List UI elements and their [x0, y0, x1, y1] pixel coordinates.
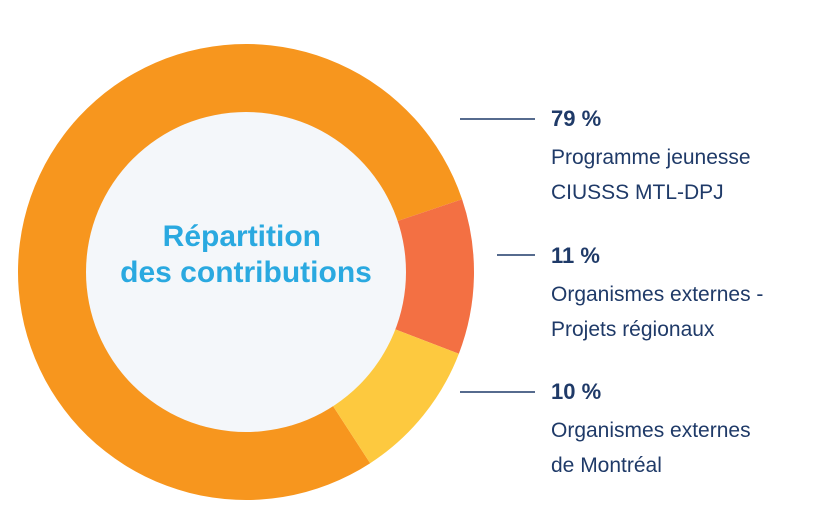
- donut-center: [86, 112, 406, 432]
- legend-label-programme-jeunesse-line-2: CIUSSS MTL-DPJ: [551, 181, 724, 204]
- legend-label-projets-regionaux-line-1: Organismes externes -: [551, 283, 763, 306]
- legend-label-programme-jeunesse-line-1: Programme jeunesse: [551, 146, 751, 169]
- data-label-projets-regionaux: 11 %: [551, 243, 600, 268]
- chart-title-line-2: des contributions: [120, 256, 372, 289]
- legend-label-montreal-line-1: Organismes externes: [551, 419, 751, 442]
- chart-title-line-1: Répartition: [163, 220, 321, 253]
- chart-title: Répartition des contributions: [120, 220, 372, 289]
- legend-label-projets-regionaux-line-2: Projets régionaux: [551, 318, 715, 341]
- slice-labels: 79 % Programme jeunesse CIUSSS MTL-DPJ 1…: [460, 106, 763, 477]
- data-label-programme-jeunesse: 79 %: [551, 106, 601, 131]
- data-label-montreal: 10 %: [551, 379, 601, 404]
- legend-label-montreal-line-2: de Montréal: [551, 454, 662, 477]
